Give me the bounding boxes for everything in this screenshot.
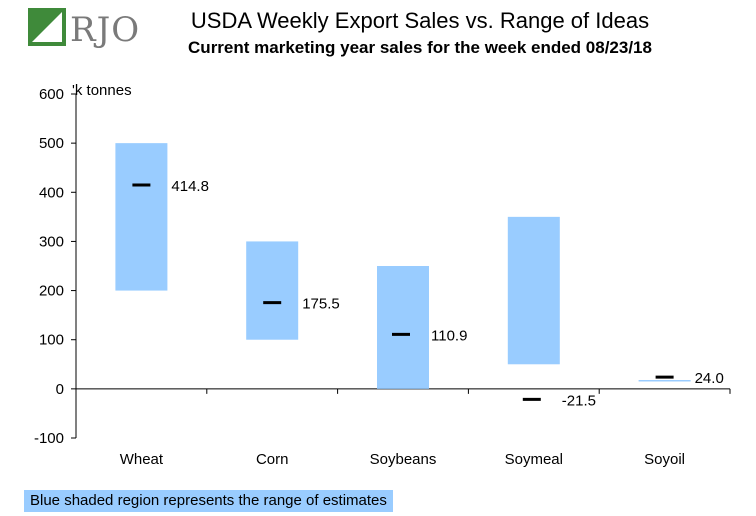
range-bar: [377, 266, 429, 389]
data-label: 24.0: [695, 370, 724, 387]
rjo-logo: RJO: [28, 8, 141, 52]
range-bar: [638, 380, 691, 382]
y-tick-label: 500: [39, 135, 64, 152]
y-tick-label: 300: [39, 233, 64, 250]
y-tick-label: -100: [34, 430, 64, 447]
x-tick-label: Soybeans: [370, 451, 437, 468]
y-tick-label: 100: [39, 332, 64, 349]
data-label: 110.9: [431, 327, 467, 344]
x-tick-label: Wheat: [120, 451, 164, 468]
footnote: Blue shaded region represents the range …: [24, 490, 393, 512]
range-bar: [115, 143, 168, 291]
y-tick-label: 200: [39, 283, 64, 300]
y-tick-label: 400: [39, 184, 64, 201]
data-label: 175.5: [302, 296, 340, 313]
data-label: -21.5: [562, 392, 596, 409]
x-tick-label: Soyoil: [644, 451, 685, 468]
chart-subtitle: Current marketing year sales for the wee…: [188, 38, 652, 57]
y-tick-label: 600: [39, 86, 64, 103]
range-bar: [507, 216, 560, 365]
y-axis-label: 'k tonnes: [72, 82, 132, 99]
x-tick-label: Soymeal: [505, 451, 563, 468]
chart-title: USDA Weekly Export Sales vs. Range of Id…: [190, 8, 650, 33]
logo-mark: [28, 8, 66, 46]
logo-text: RJO: [70, 10, 141, 50]
x-tick-label: Corn: [256, 451, 289, 468]
data-label: 414.8: [171, 178, 209, 195]
y-tick-label: 0: [56, 381, 64, 398]
range-bar: [246, 241, 299, 340]
